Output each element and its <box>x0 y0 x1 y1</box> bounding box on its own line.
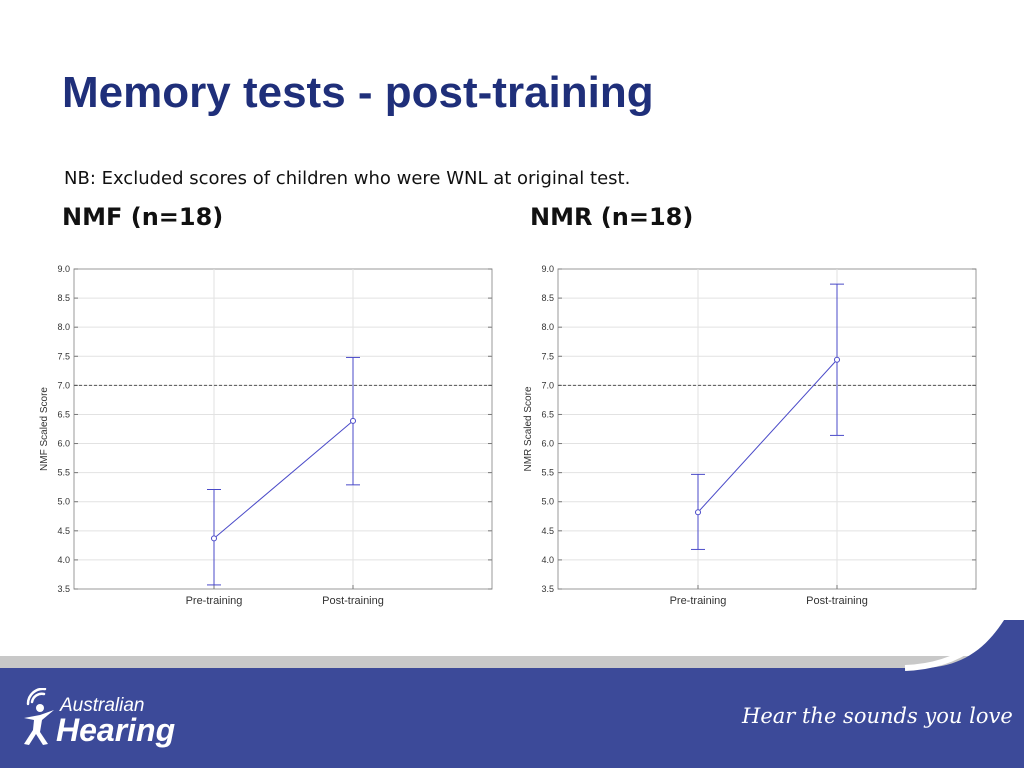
x-tick-label: Post-training <box>322 595 384 607</box>
y-tick-label: 7.5 <box>57 351 70 361</box>
y-tick-label: 4.5 <box>541 526 554 536</box>
y-tick-label: 7.5 <box>541 351 554 361</box>
x-tick-label: Post-training <box>806 595 868 607</box>
brand-tagline: Hear the sounds you love <box>742 704 1013 728</box>
y-tick-label: 7.0 <box>57 380 70 390</box>
data-point <box>834 356 840 363</box>
plot-area <box>557 268 977 590</box>
y-tick-label: 8.0 <box>541 322 554 332</box>
nmr-score-chart: 9.0 8.5 8.0 7.5 7.0 6.5 6.0 5.5 5.0 4.5 4.0 3.5 Pre-… <box>523 264 977 607</box>
y-tick-label: 4.0 <box>541 555 554 565</box>
x-tick-label: Pre-training <box>670 595 727 607</box>
y-axis-label: NMR Scaled Score <box>523 386 534 471</box>
brand-name-line1: Australian <box>60 695 145 716</box>
nmr-chart-heading: NMR (n=18) <box>530 203 694 231</box>
exclusion-note: NB: Excluded scores of children who were… <box>64 168 631 189</box>
y-tick-label: 9.0 <box>57 264 70 274</box>
y-tick-label: 4.0 <box>57 555 70 565</box>
slide-title: Memory tests - post-training <box>62 68 654 117</box>
footer-blue-panel <box>0 620 1024 768</box>
y-tick-label: 8.5 <box>541 293 554 303</box>
y-tick-label: 4.5 <box>57 526 70 536</box>
y-tick-label: 3.5 <box>541 584 554 594</box>
y-tick-label: 6.0 <box>541 439 554 449</box>
y-tick-label: 6.5 <box>57 409 70 419</box>
y-tick-label: 7.0 <box>541 380 554 390</box>
series-line <box>697 359 838 513</box>
y-tick-label: 3.5 <box>57 584 70 594</box>
y-tick-label: 6.5 <box>541 409 554 419</box>
y-tick-label: 6.0 <box>57 439 70 449</box>
data-point <box>350 417 356 424</box>
plot-area <box>73 268 493 590</box>
data-point <box>211 535 217 542</box>
y-tick-label: 8.0 <box>57 322 70 332</box>
y-tick-label: 5.0 <box>541 497 554 507</box>
australian-hearing-logo <box>24 688 54 745</box>
person-sound-icon <box>26 688 47 706</box>
y-tick-label: 9.0 <box>541 264 554 274</box>
x-tick-label: Pre-training <box>186 595 243 607</box>
y-tick-label: 5.0 <box>57 497 70 507</box>
y-axis-label: NMF Scaled Score <box>39 387 50 471</box>
series-line <box>213 420 354 539</box>
y-tick-label: 5.5 <box>57 468 70 478</box>
nmf-chart-heading: NMF (n=18) <box>62 203 224 231</box>
brand-name-line2: Hearing <box>56 712 176 748</box>
data-point <box>695 509 701 516</box>
y-tick-label: 8.5 <box>57 293 70 303</box>
nmf-score-chart: 9.0 8.5 8.0 7.5 7.0 6.5 6.0 5.5 5.0 4.5 4.0 3.5 Pre-… <box>39 264 493 607</box>
y-tick-label: 5.5 <box>541 468 554 478</box>
footer-band <box>0 620 1024 768</box>
